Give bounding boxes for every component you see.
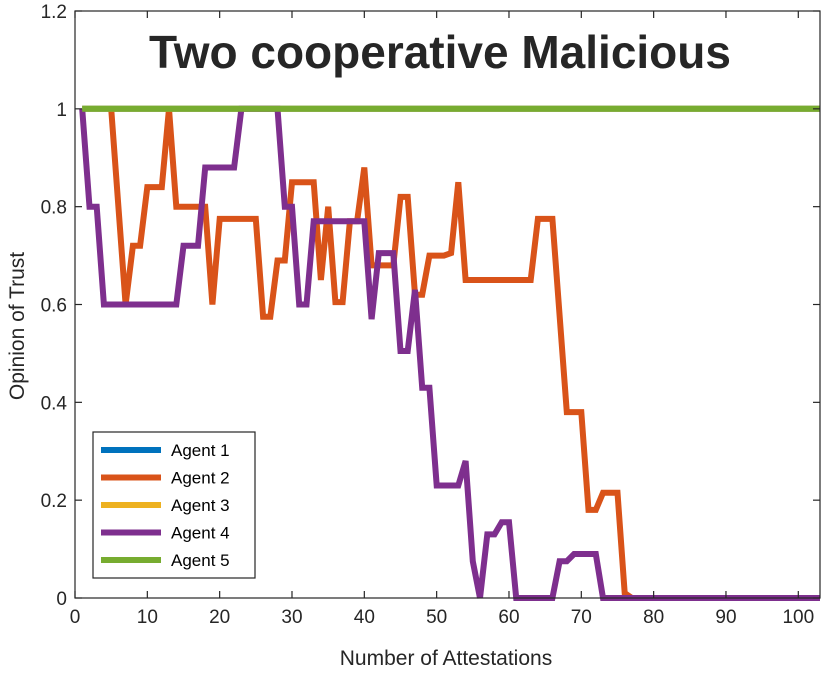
x-tick-label: 80 (643, 607, 664, 628)
x-tick-label: 60 (498, 607, 519, 628)
y-tick-label: 1 (56, 100, 67, 121)
legend-label-agent-4: Agent 4 (171, 524, 230, 543)
x-tick-label: 40 (354, 607, 375, 628)
legend-label-agent-5: Agent 5 (171, 551, 230, 570)
x-tick-label: 70 (571, 607, 592, 628)
x-axis-label: Number of Attestations (340, 647, 552, 670)
legend-label-agent-3: Agent 3 (171, 496, 230, 515)
x-tick-label: 90 (715, 607, 736, 628)
x-tick-label: 10 (137, 607, 158, 628)
y-axis-label: Opinion of Trust (6, 252, 29, 400)
legend-label-agent-2: Agent 2 (171, 469, 230, 488)
y-tick-label: 0.8 (41, 198, 67, 219)
x-tick-label: 30 (281, 607, 302, 628)
y-tick-label: 0.6 (41, 296, 67, 317)
x-tick-label: 20 (209, 607, 230, 628)
x-tick-label: 0 (70, 607, 81, 628)
legend: Agent 1 Agent 2 Agent 3 Agent 4 Agent 5 (92, 431, 256, 579)
series-layer (79, 105, 820, 601)
y-tick-label: 0.4 (41, 393, 68, 414)
x-tick-label: 50 (426, 607, 447, 628)
chart-title: Two cooperative Malicious (149, 26, 731, 78)
y-tick-label: 1.2 (41, 2, 67, 23)
x-tick-label: 100 (782, 607, 814, 628)
y-tick-label: 0 (56, 589, 67, 610)
axes-layer: 0 10 20 30 40 50 60 70 80 90 100 0 0.2 0.4 0.6 0.8 1 1.2 (41, 2, 821, 628)
y-tick-label: 0.2 (41, 491, 67, 512)
legend-label-agent-1: Agent 1 (171, 441, 230, 460)
